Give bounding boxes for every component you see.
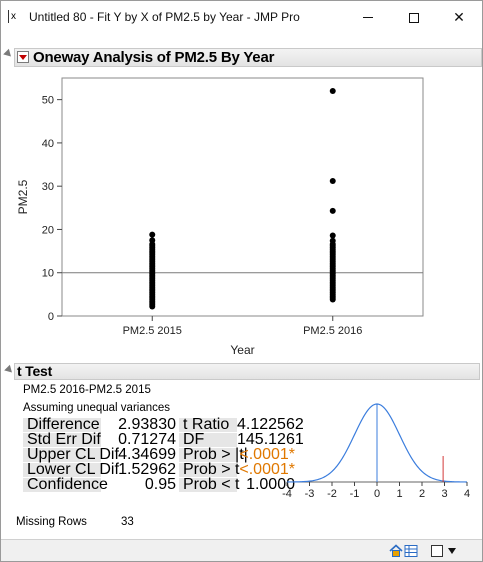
close-icon: ✕ — [453, 9, 465, 25]
stat-label: Upper CL Dif — [23, 447, 119, 463]
oneway-outline-header[interactable] — [14, 48, 482, 67]
dist-tick-label: -2 — [327, 488, 337, 498]
report-title: Oneway Analysis of PM2.5 By Year — [33, 49, 275, 66]
test-stat-value: 145.1261 — [237, 431, 304, 448]
y-axis-label: PM2.5 — [16, 179, 30, 214]
dist-tick-label: 2 — [419, 488, 425, 498]
dist-tick-label: 3 — [441, 488, 447, 498]
red-triangle-menu-button[interactable] — [17, 51, 29, 63]
t-distribution-plot: -4 -3 -2 -1 0 1 2 3 4 — [282, 403, 470, 498]
y-tick-label: 50 — [42, 95, 54, 107]
y-tick-label: 30 — [42, 181, 54, 193]
stat-label: Lower CL Dif — [23, 462, 119, 478]
data-point — [149, 231, 156, 238]
stats-row: Lower CL Dif 1.52962 Prob > t <.0001* — [23, 461, 303, 478]
test-stat-label: t Ratio — [179, 417, 237, 433]
y-tick-label: 0 — [48, 311, 54, 323]
test-stat-label: Prob > |t| — [179, 447, 248, 463]
red-triangle-icon — [19, 54, 27, 60]
missing-rows-value: 33 — [121, 516, 134, 528]
missing-rows-label: Missing Rows — [16, 516, 87, 528]
minimize-button[interactable] — [345, 1, 391, 34]
stat-value: 1.52962 — [118, 461, 176, 478]
status-bar — [1, 539, 482, 561]
jmp-app-icon: x — [8, 10, 24, 24]
report-content: Oneway Analysis of PM2.5 By Year 0 10 20 30… — [1, 34, 482, 539]
data-point — [329, 207, 336, 214]
test-stat-label: Prob > t — [179, 462, 239, 478]
y-tick-label: 20 — [42, 224, 54, 236]
maximize-button[interactable] — [391, 1, 437, 34]
plot-frame — [61, 77, 424, 317]
dist-tick-label: -1 — [350, 488, 360, 498]
dropdown-arrow-icon[interactable] — [448, 548, 456, 554]
stat-value: 2.93830 — [118, 416, 176, 433]
ttest-stats-table: Difference 2.93830 t Ratio 4.122562 Std Err … — [23, 416, 304, 493]
data-point — [329, 87, 336, 94]
x-tick-label: PM2.5 2015 — [123, 325, 182, 337]
y-tick-label: 40 — [42, 138, 54, 150]
stat-value: 0.71274 — [118, 431, 176, 448]
test-stat-value: <.0001* — [239, 461, 295, 478]
dist-tick-label: 0 — [374, 488, 380, 498]
stats-row: Confidence 0.95 Prob < t 1.0000 — [23, 476, 303, 493]
stat-value: 0.95 — [144, 476, 176, 493]
window-title: Untitled 80 - Fit Y by X of PM2.5 by Yea… — [29, 10, 300, 24]
stat-label: Std Err Dif — [23, 432, 101, 448]
ttest-comparison-label: PM2.5 2016-PM2.5 2015 — [23, 384, 151, 396]
close-button[interactable]: ✕ — [436, 1, 482, 34]
ttest-assumption-label: Assuming unequal variances — [23, 402, 171, 414]
x-tick-label: PM2.5 2016 — [303, 325, 362, 337]
dist-tick-label: 4 — [464, 488, 470, 498]
stats-row: Difference 2.93830 t Ratio 4.122562 — [23, 416, 304, 433]
stats-row: Upper CL Dif 4.34699 Prob > |t| <.0001* — [23, 446, 303, 463]
x-axis-label: Year — [230, 343, 254, 357]
dist-tick-label: 1 — [396, 488, 402, 498]
data-point — [149, 237, 156, 244]
checkbox-icon[interactable] — [431, 545, 443, 557]
table-icon[interactable] — [404, 544, 418, 558]
test-stat-value: 1.0000 — [246, 476, 295, 493]
title-bar[interactable]: x Untitled 80 - Fit Y by X of PM2.5 by Y… — [1, 1, 482, 34]
stats-row: Std Err Dif 0.71274 DF 145.1261 — [23, 431, 304, 448]
minimize-icon — [363, 17, 373, 18]
home-icon[interactable] — [389, 544, 403, 558]
test-stat-value: 4.122562 — [237, 416, 304, 433]
data-point — [329, 232, 336, 239]
oneway-disclosure-icon[interactable] — [3, 48, 14, 60]
ttest-title: t Test — [17, 363, 53, 379]
data-point — [329, 177, 336, 184]
maximize-icon — [409, 12, 419, 23]
dist-tick-label: -3 — [305, 488, 315, 498]
test-stat-value: <.0001* — [239, 446, 295, 463]
ttest-outline-header[interactable] — [14, 363, 480, 380]
data-point — [329, 237, 336, 244]
stat-value: 4.34699 — [118, 446, 176, 463]
stat-label: Confidence — [23, 477, 108, 493]
test-stat-label: DF — [179, 432, 237, 448]
y-tick-label: 10 — [42, 268, 54, 280]
stat-label: Difference — [23, 417, 101, 433]
oneway-scatter-chart: 0 10 20 30 40 50 PM2.5 2015 PM2.5 2016 Year PM2.5 — [16, 77, 424, 357]
test-stat-label: Prob < t — [179, 477, 239, 493]
dist-tick-label: -4 — [282, 488, 292, 498]
